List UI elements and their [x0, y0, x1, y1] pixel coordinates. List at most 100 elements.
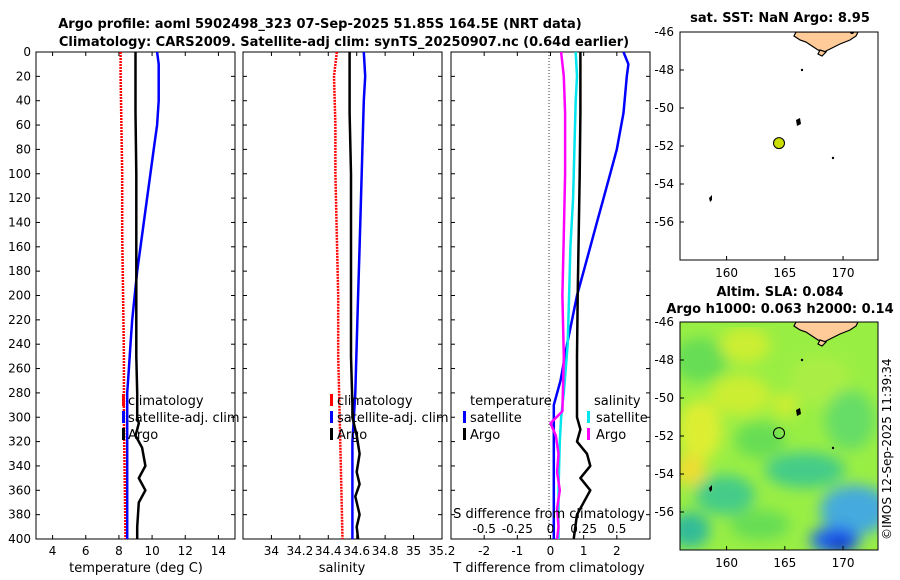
sst-map-ticks: 160 165 170 -46 -48 -50 -52 -54 -56 [654, 25, 854, 280]
legend-label-t-satellite: satellite [470, 411, 522, 426]
map-x-tick-label: 170 [832, 556, 855, 570]
depth-tick-label: 20 [16, 69, 31, 83]
series-line-t-satellite [552, 52, 630, 539]
legend-swatch-climatology [122, 394, 125, 406]
map-y-tick-label: -54 [654, 177, 674, 191]
legend-label-s-satellite: satellite [596, 411, 648, 426]
sst-map-land [709, 32, 859, 202]
series-line-t-argo [572, 52, 592, 539]
x-tick-label: 12 [178, 544, 193, 558]
depth-tick-label: 340 [8, 459, 31, 473]
salinity-xlabel: salinity [319, 561, 366, 576]
snares-islands [800, 358, 804, 362]
snares-islands [800, 68, 804, 72]
series-line-argo [134, 52, 147, 539]
series-line-s-satellite [557, 52, 579, 539]
depth-tick-label: 40 [16, 94, 31, 108]
sla-map-field [680, 322, 878, 550]
depth-tick-label: 0 [23, 45, 31, 59]
sla-map-title-line1: Altim. SLA: 0.084 [717, 285, 844, 300]
x-tick-label: 14 [211, 544, 226, 558]
legend-swatch-argo [122, 428, 125, 440]
legend-swatch-argo [330, 428, 333, 440]
legend-label-t-argo: Argo [470, 428, 500, 443]
legend-swatch-satellite [330, 411, 333, 423]
argo-float-marker [773, 137, 785, 150]
depth-tick-label: 280 [8, 386, 31, 400]
map-y-tick-label: -54 [654, 467, 674, 481]
argo-float-marker [773, 427, 785, 440]
depth-tick-label: 180 [8, 264, 31, 278]
map-y-tick-label: -46 [654, 315, 674, 329]
legend-label-satellite: satellite-adj. clim [128, 411, 240, 426]
map-x-tick-label: 165 [773, 556, 796, 570]
depth-tick-label: 400 [8, 532, 31, 546]
legend-title-temperature: temperature [470, 394, 552, 409]
legend-swatch-satellite [122, 411, 125, 423]
legend-title-salinity: salinity [594, 394, 641, 409]
x-tick-label: 34.8 [372, 544, 399, 558]
sst-map-title: sat. SST: NaN Argo: 8.95 [690, 11, 870, 26]
difference-axes [450, 51, 651, 540]
temperature-legend: climatology satellite-adj. clim Argo [122, 394, 240, 443]
figure-title-line1: Argo profile: aoml 5902498_323 07-Sep-20… [58, 17, 582, 32]
x-tick-label: -2 [478, 544, 490, 558]
map-y-tick-label: -56 [654, 505, 674, 519]
figure-title-line2: Climatology: CARS2009. Satellite-adj cli… [59, 35, 629, 50]
map-y-tick-label: -52 [654, 429, 674, 443]
depth-tick-label: 200 [8, 289, 31, 303]
macquarie-island [709, 485, 712, 492]
s-diff-tick-label: -0.5 [472, 522, 495, 536]
s-difference-xlabel: S difference from climatology [453, 507, 645, 522]
campbell-island [831, 446, 835, 450]
series-line-argo [348, 52, 361, 539]
depth-tick-label: 100 [8, 167, 31, 181]
legend-swatch-s-satellite [587, 411, 590, 423]
x-tick-label: 34 [264, 544, 279, 558]
map-y-tick-label: -50 [654, 391, 674, 405]
salinity-axes [242, 51, 443, 540]
campbell-island [831, 156, 835, 160]
x-tick-label: 35.2 [429, 544, 456, 558]
legend-swatch-s-argo [587, 428, 590, 440]
legend-label-argo: Argo [128, 428, 158, 443]
depth-tick-label: 320 [8, 435, 31, 449]
map-y-tick-label: -50 [654, 101, 674, 115]
legend-swatch-t-argo [463, 428, 466, 440]
x-tick-label: 10 [144, 544, 159, 558]
series-line-satellite-adj-clim [125, 52, 160, 539]
auckland-islands [796, 118, 801, 126]
map-y-tick-label: -48 [654, 63, 674, 77]
depth-tick-labels: 0 20 40 60 80 100 120 140 160 180 200 220 240 260 280 3… [8, 45, 31, 546]
depth-tick-label: 260 [8, 362, 31, 376]
x-tick-labels: 4 6 8 10 12 14 34 34.2 34.4 34.6 34.8 35 35.2 -2 -1 0 1 2… [49, 522, 627, 558]
map-x-tick-label: 165 [773, 266, 796, 280]
map-x-tick-label: 170 [832, 266, 855, 280]
s-diff-tick-label: -0.25 [502, 522, 533, 536]
macquarie-island [709, 195, 712, 202]
depth-tick-label: 380 [8, 508, 31, 522]
difference-legend-salinity: salinity satellite Argo [587, 394, 648, 443]
map-x-tick-label: 160 [715, 266, 738, 280]
x-tick-label: -1 [511, 544, 523, 558]
x-tick-label: 6 [82, 544, 90, 558]
legend-label-s-argo: Argo [596, 428, 626, 443]
s-diff-tick-label: 0 [547, 522, 555, 536]
t-difference-xlabel: T difference from climatology [452, 561, 645, 576]
depth-tick-label: 60 [16, 118, 31, 132]
legend-label-argo: Argo [337, 428, 367, 443]
legend-swatch-climatology [330, 394, 333, 406]
legend-label-climatology: climatology [337, 394, 413, 409]
stewart-island [817, 49, 828, 57]
series-line-satellite-adj-clim [351, 52, 367, 539]
series-line-climatology [119, 52, 127, 539]
sla-map-ticks: 160 165 170 -46 -48 -50 -52 -54 -56 [654, 315, 854, 570]
salinity-legend: climatology satellite-adj. clim Argo [330, 394, 449, 443]
depth-tick-label: 220 [8, 313, 31, 327]
depth-tick-label: 360 [8, 483, 31, 497]
x-tick-label: 0 [547, 544, 555, 558]
x-tick-label: 34.2 [286, 544, 313, 558]
map-y-tick-label: -46 [654, 25, 674, 39]
difference-legend-temperature: temperature satellite Argo [463, 394, 552, 443]
